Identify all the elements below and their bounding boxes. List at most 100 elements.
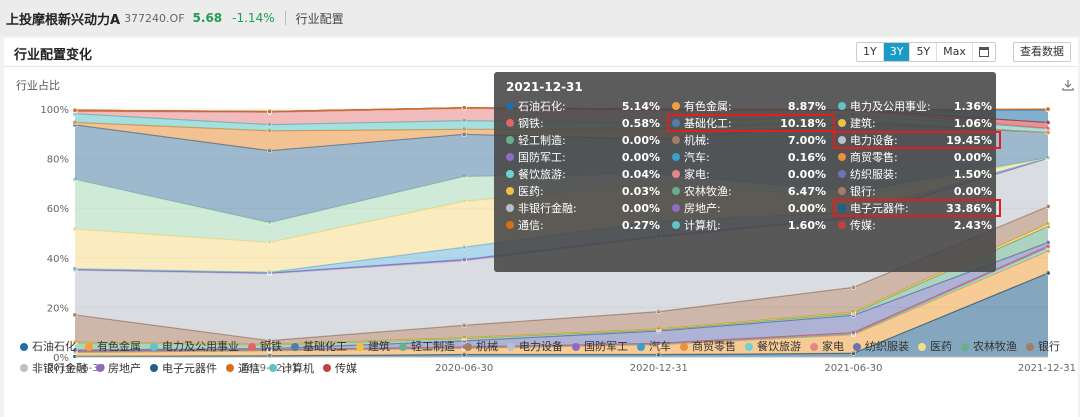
range-button-max[interactable]: Max [937,43,973,61]
legend-dot [150,342,158,351]
tooltip-item-name: 餐饮旅游: [518,168,566,181]
legend-label: 医药 [930,340,952,353]
tooltip-item-value: 0.00% [621,150,660,164]
series-dot [838,170,846,178]
tooltip-item-value: 0.00% [621,201,660,215]
legend-item[interactable]: 计算机 [269,358,314,379]
legend-dot [961,342,969,351]
tooltip-item-value: 8.87% [787,99,826,113]
tooltip-item: 农林牧渔: 6.47% [668,183,834,199]
range-button-1y[interactable]: 1Y [857,43,884,61]
tooltip-item-name: 电力及公用事业: [850,100,931,113]
legend-item[interactable]: 建筑 [356,336,390,357]
tooltip-item-name: 纺织服装: [850,168,898,181]
legend-label: 餐饮旅游 [757,340,801,353]
legend-dot [464,342,472,351]
legend-dot [20,342,28,351]
range-button-5y[interactable]: 5Y [910,43,938,61]
legend-label: 机械 [476,340,498,353]
legend-item[interactable]: 有色金属 [85,336,141,357]
legend-item[interactable]: 基础化工 [291,336,347,357]
legend-label: 钢铁 [260,340,282,353]
y-tick-label: 20% [47,303,69,314]
legend-label: 农林牧渔 [973,340,1017,353]
legend-label: 计算机 [281,361,314,375]
tooltip-item: 基础化工: 10.18% [667,114,835,132]
tooltip-item: 计算机: 1.60% [668,217,834,233]
breadcrumb[interactable]: 行业配置 [295,11,344,26]
tooltip-item-name: 有色金属: [684,100,732,113]
legend-item[interactable]: 通信 [226,358,260,379]
series-area [75,242,1048,352]
tooltip-item-name: 汽车: [684,151,710,164]
legend-item[interactable]: 电力及公用事业 [150,336,239,357]
view-data-button[interactable]: 查看数据 [1013,42,1071,62]
legend-item[interactable]: 医药 [918,336,952,357]
legend-dot [680,342,688,351]
legend-item[interactable]: 石油石化 [20,336,76,357]
legend-item[interactable]: 轻工制造 [399,336,455,357]
legend-item[interactable]: 房地产 [96,358,141,379]
legend-dot [810,342,818,351]
series-dot [672,221,680,229]
y-tick-label: 100% [40,105,69,116]
tooltip-item-name: 农林牧渔: [684,185,732,198]
tooltip-item: 国防军工: 0.00% [502,149,668,165]
y-axis-title: 行业占比 [16,79,60,92]
download-icon[interactable] [1062,79,1074,91]
legend-dot [269,364,277,372]
legend-item[interactable]: 钢铁 [248,336,282,357]
fund-code: 377240.OF [124,11,185,25]
series-dot [672,170,680,178]
legend-label: 有色金属 [97,340,141,353]
legend-item[interactable]: 电子元器件 [150,358,217,379]
tooltip-item-value: 0.27% [621,218,660,232]
x-tick-label: 2019-06-30 [47,363,105,374]
legend-item[interactable]: 纺织服装 [853,336,909,357]
tooltip-item: 电子元器件: 33.86% [833,199,1001,217]
legend-item[interactable]: 国防军工 [572,336,628,357]
tooltip-item-value: 1.60% [787,218,826,232]
legend-item[interactable]: 机械 [464,336,498,357]
tooltip-item-name: 房地产: [684,202,721,215]
data-point [267,108,273,114]
legend-label: 商贸零售 [692,340,736,353]
legend-item[interactable]: 传媒 [323,358,357,379]
series-area [75,157,1048,243]
legend-label: 轻工制造 [411,340,455,353]
legend-item[interactable]: 家电 [810,336,844,357]
legend-item[interactable]: 餐饮旅游 [745,336,801,357]
legend-dot [85,342,93,351]
tooltip-item-name: 家电: [684,168,710,181]
tooltip-item-name: 商贸零售: [850,151,898,164]
series-dot [838,187,846,195]
series-dot [672,204,680,212]
y-tick-label: 0% [53,353,69,364]
tooltip-item: 非银行金融: 0.00% [502,200,668,216]
x-tick-label: 2020-12-31 [630,363,688,374]
tooltip-item: 纺织服装: 1.50% [834,166,1000,182]
legend-item[interactable]: 商贸零售 [680,336,736,357]
legend-dot [248,342,256,351]
tooltip-item-name: 机械: [684,134,710,147]
series-dot [838,153,846,161]
series-dot [672,153,680,161]
tooltip-item-value: 1.50% [953,167,992,181]
series-dot [672,187,680,195]
tooltip-item-value: 0.03% [621,184,660,198]
legend-item[interactable]: 非银行金融 [20,358,87,379]
legend-item[interactable]: 电力设备 [507,336,563,357]
tooltip-date: 2021-12-31 [506,80,583,94]
legend-item[interactable]: 农林牧渔 [961,336,1017,357]
tooltip-item-value: 0.58% [621,116,660,130]
legend-dot [291,342,299,351]
legend-label: 通信 [238,361,260,375]
tooltip-item: 钢铁: 0.58% [502,115,668,131]
legend-label: 房地产 [108,361,141,375]
series-dot [506,187,514,195]
tooltip-item: 电力设备: 19.45% [833,131,1001,149]
calendar-icon[interactable] [973,43,995,61]
legend-item[interactable]: 银行 [1026,336,1060,357]
legend-item[interactable]: 汽车 [637,336,671,357]
range-button-3y[interactable]: 3Y [883,43,911,61]
